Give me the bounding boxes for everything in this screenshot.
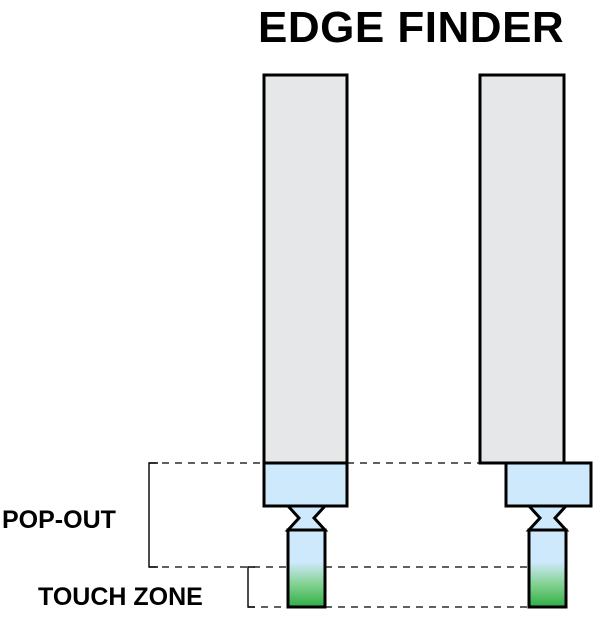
- shank-left: [262, 73, 349, 465]
- pop-out-bracket: [148, 462, 158, 568]
- diagram-title: EDGE FINDER: [258, 3, 565, 52]
- brackets: [148, 462, 255, 608]
- touch-zone-bracket: [247, 566, 255, 608]
- edge-finder-right: [478, 73, 593, 609]
- edge-finder-left: [262, 73, 349, 609]
- neck-left: [284, 504, 329, 532]
- shank-right: [478, 73, 566, 465]
- neck-right: [525, 504, 570, 532]
- pop-out-label: POP-OUT: [2, 506, 116, 534]
- body-right: [504, 461, 593, 508]
- touch-zone-label: TOUCH ZONE: [38, 583, 203, 611]
- tip-left: [286, 528, 327, 609]
- tip-right: [527, 528, 568, 609]
- body-left: [262, 461, 349, 508]
